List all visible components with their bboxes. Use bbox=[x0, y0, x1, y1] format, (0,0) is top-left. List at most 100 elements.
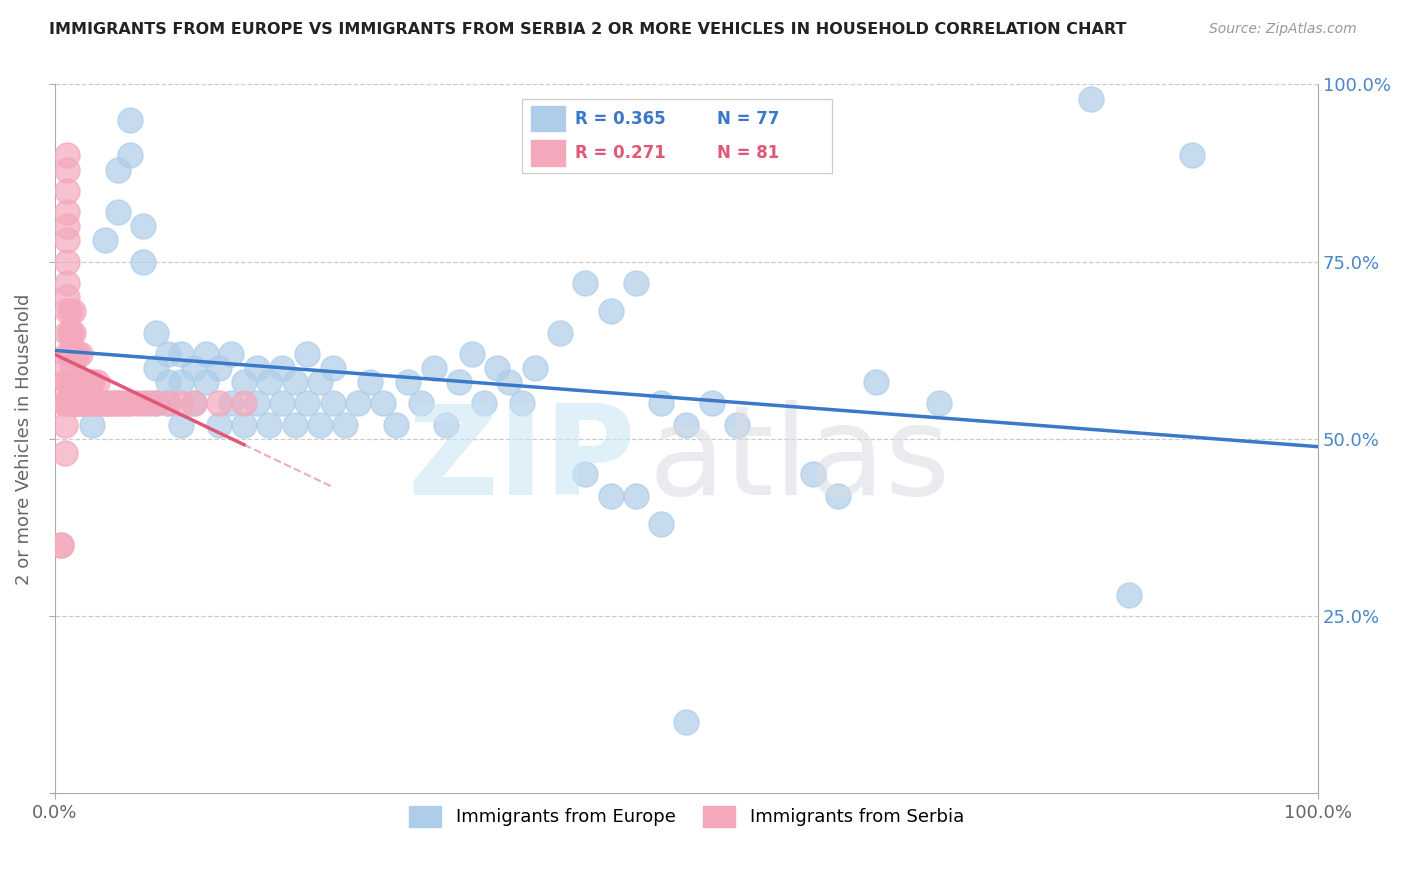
Point bbox=[63, 396, 86, 410]
Point bbox=[69, 347, 91, 361]
Point bbox=[195, 347, 218, 361]
Point bbox=[599, 304, 621, 318]
Point bbox=[208, 361, 231, 376]
Point bbox=[56, 290, 79, 304]
Point bbox=[75, 375, 97, 389]
Point bbox=[49, 538, 72, 552]
Point bbox=[120, 396, 142, 410]
Point bbox=[62, 347, 84, 361]
Point bbox=[82, 375, 104, 389]
Point bbox=[79, 375, 101, 389]
Point bbox=[69, 375, 91, 389]
Point bbox=[322, 396, 344, 410]
Point bbox=[195, 375, 218, 389]
Point bbox=[56, 326, 79, 340]
Point bbox=[221, 347, 243, 361]
Point bbox=[422, 361, 444, 376]
Point bbox=[86, 375, 108, 389]
Point bbox=[59, 396, 82, 410]
Point bbox=[145, 396, 167, 410]
Point bbox=[1080, 92, 1102, 106]
Point bbox=[510, 396, 533, 410]
Point bbox=[94, 396, 117, 410]
Point bbox=[574, 276, 596, 290]
Point bbox=[56, 148, 79, 162]
Point bbox=[865, 375, 887, 389]
Point bbox=[53, 446, 76, 460]
Point bbox=[472, 396, 495, 410]
Point bbox=[89, 396, 111, 410]
Point bbox=[460, 347, 482, 361]
Point bbox=[827, 489, 849, 503]
Point bbox=[548, 326, 571, 340]
Point bbox=[69, 396, 91, 410]
Point bbox=[157, 375, 180, 389]
Point bbox=[309, 417, 332, 432]
Point bbox=[94, 234, 117, 248]
Point bbox=[73, 396, 96, 410]
Point bbox=[221, 396, 243, 410]
Point bbox=[62, 326, 84, 340]
Point bbox=[56, 184, 79, 198]
Point bbox=[125, 396, 148, 410]
Point bbox=[59, 326, 82, 340]
Point bbox=[259, 375, 281, 389]
Point bbox=[145, 326, 167, 340]
Point bbox=[56, 219, 79, 234]
Point bbox=[599, 489, 621, 503]
Point bbox=[1181, 148, 1204, 162]
Point bbox=[132, 396, 155, 410]
Point bbox=[284, 417, 307, 432]
Text: ZIP: ZIP bbox=[408, 400, 636, 521]
Point bbox=[145, 361, 167, 376]
Point bbox=[145, 396, 167, 410]
Point bbox=[59, 375, 82, 389]
Point bbox=[107, 162, 129, 177]
Point bbox=[650, 516, 672, 531]
Point bbox=[56, 254, 79, 268]
Point bbox=[498, 375, 520, 389]
Point bbox=[233, 375, 256, 389]
Point bbox=[56, 162, 79, 177]
Point bbox=[138, 396, 160, 410]
Point bbox=[396, 375, 419, 389]
Point bbox=[56, 396, 79, 410]
Point bbox=[700, 396, 723, 410]
Point bbox=[66, 396, 89, 410]
Point bbox=[63, 347, 86, 361]
Point bbox=[725, 417, 748, 432]
Point bbox=[49, 538, 72, 552]
Point bbox=[384, 417, 406, 432]
Point bbox=[97, 396, 120, 410]
Point bbox=[246, 361, 269, 376]
Point bbox=[65, 375, 87, 389]
Point bbox=[107, 396, 129, 410]
Point bbox=[104, 396, 127, 410]
Point bbox=[63, 375, 86, 389]
Point bbox=[183, 396, 205, 410]
Point bbox=[208, 417, 231, 432]
Point bbox=[117, 396, 139, 410]
Point bbox=[66, 375, 89, 389]
Point bbox=[246, 396, 269, 410]
Point bbox=[60, 347, 83, 361]
Point bbox=[801, 467, 824, 482]
Point bbox=[309, 375, 332, 389]
Point bbox=[297, 347, 319, 361]
Point bbox=[297, 396, 319, 410]
Point bbox=[322, 361, 344, 376]
Point bbox=[67, 396, 90, 410]
Point bbox=[100, 396, 122, 410]
Point bbox=[928, 396, 950, 410]
Point bbox=[60, 375, 83, 389]
Point bbox=[170, 417, 193, 432]
Point bbox=[56, 205, 79, 219]
Point bbox=[157, 396, 180, 410]
Point bbox=[485, 361, 508, 376]
Point bbox=[55, 396, 77, 410]
Point bbox=[434, 417, 457, 432]
Text: atlas: atlas bbox=[648, 400, 950, 521]
Point bbox=[233, 396, 256, 410]
Point bbox=[66, 347, 89, 361]
Point bbox=[447, 375, 470, 389]
